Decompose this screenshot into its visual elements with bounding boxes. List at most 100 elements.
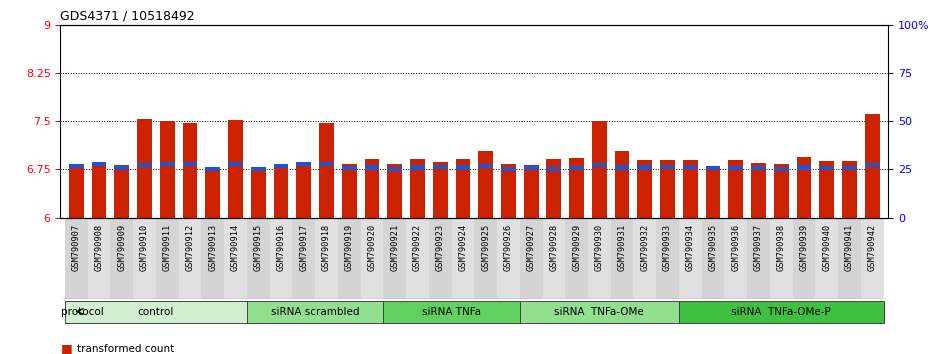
Bar (387, 164, 402, 218)
Bar (452, 218, 474, 299)
Bar (706, 166, 721, 170)
Bar (770, 218, 792, 299)
Bar (338, 218, 361, 299)
Text: GSM790907: GSM790907 (72, 224, 81, 272)
Bar (456, 159, 471, 218)
Bar (156, 218, 179, 299)
Bar (429, 218, 452, 299)
Bar (179, 218, 202, 299)
Bar (660, 165, 675, 169)
Text: GSM790924: GSM790924 (458, 224, 468, 272)
Bar (410, 159, 425, 218)
Bar (497, 218, 520, 299)
Bar (679, 218, 702, 299)
Bar (724, 218, 747, 299)
Bar (657, 218, 679, 299)
Text: GSM790908: GSM790908 (95, 224, 103, 272)
Bar (273, 164, 288, 168)
Text: GSM790919: GSM790919 (345, 224, 353, 272)
Text: GSM790926: GSM790926 (504, 224, 513, 272)
Text: transformed count: transformed count (77, 344, 175, 354)
Text: GSM790932: GSM790932 (641, 224, 649, 272)
Bar (592, 121, 606, 218)
Bar (588, 218, 611, 299)
Text: protocol: protocol (60, 307, 103, 316)
Bar (251, 167, 266, 218)
Text: control: control (138, 307, 174, 316)
Bar (524, 166, 538, 170)
Bar (819, 166, 834, 170)
Bar (547, 159, 562, 218)
Text: GSM790937: GSM790937 (754, 224, 763, 272)
Bar (138, 119, 152, 218)
Bar (792, 218, 816, 299)
Bar (182, 162, 197, 166)
Bar (565, 218, 588, 299)
Bar (206, 167, 220, 171)
Bar (202, 218, 224, 299)
Text: siRNA  TNFa-OMe: siRNA TNFa-OMe (554, 307, 644, 316)
Text: GSM790931: GSM790931 (618, 224, 627, 272)
Bar (838, 218, 861, 299)
Bar (292, 218, 315, 299)
Text: GSM790927: GSM790927 (526, 224, 536, 272)
Bar (637, 165, 652, 170)
Bar (569, 166, 584, 170)
Bar (633, 218, 657, 299)
Bar (797, 156, 811, 218)
Bar (592, 163, 606, 167)
Bar (547, 167, 562, 171)
Bar (410, 165, 425, 170)
Bar (273, 165, 288, 218)
Bar (865, 114, 880, 218)
Bar (774, 167, 789, 171)
Text: GSM790928: GSM790928 (550, 224, 558, 272)
Text: GSM790920: GSM790920 (367, 224, 377, 272)
Text: GSM790925: GSM790925 (481, 224, 490, 272)
Bar (160, 121, 175, 218)
Bar (114, 166, 129, 170)
Bar (315, 218, 338, 299)
Bar (679, 301, 884, 323)
Bar (728, 166, 743, 170)
Bar (224, 218, 246, 299)
Bar (92, 163, 107, 218)
Bar (501, 167, 516, 171)
Bar (842, 166, 857, 170)
Text: GSM790938: GSM790938 (777, 224, 786, 272)
Bar (542, 218, 565, 299)
Bar (246, 218, 270, 299)
Text: GSM790929: GSM790929 (572, 224, 581, 272)
Bar (65, 301, 246, 323)
Bar (615, 165, 630, 170)
Text: GSM790918: GSM790918 (322, 224, 331, 272)
Text: GSM790915: GSM790915 (254, 224, 263, 272)
Bar (383, 301, 520, 323)
Bar (660, 160, 675, 218)
Text: GSM790909: GSM790909 (117, 224, 126, 272)
Text: GSM790922: GSM790922 (413, 224, 422, 272)
Bar (69, 164, 84, 169)
Bar (861, 218, 884, 299)
Text: GSM790933: GSM790933 (663, 224, 672, 272)
Bar (751, 163, 766, 218)
Bar (816, 218, 838, 299)
Bar (387, 167, 402, 171)
Bar (297, 163, 312, 218)
Text: GSM790916: GSM790916 (276, 224, 286, 272)
Bar (342, 164, 356, 218)
Bar (819, 161, 834, 218)
Bar (774, 164, 789, 218)
Bar (69, 168, 84, 218)
Bar (228, 120, 243, 218)
Bar (246, 301, 383, 323)
Bar (319, 161, 334, 166)
Bar (65, 218, 87, 299)
Bar (342, 166, 356, 170)
Bar (111, 218, 133, 299)
Bar (361, 218, 383, 299)
Text: GSM790941: GSM790941 (845, 224, 854, 272)
Bar (456, 165, 471, 170)
Bar (251, 167, 266, 171)
Bar (706, 167, 721, 218)
